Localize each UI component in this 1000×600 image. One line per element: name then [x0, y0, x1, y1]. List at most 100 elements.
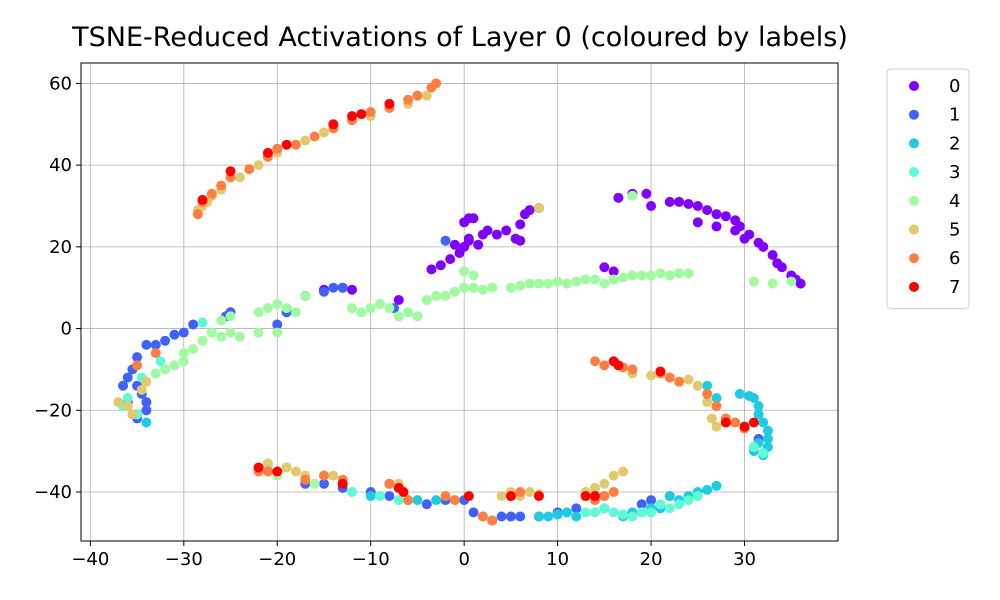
- data-point: [290, 307, 301, 318]
- data-point: [552, 276, 563, 287]
- data-point: [758, 241, 769, 252]
- data-point: [646, 200, 657, 211]
- data-point: [664, 503, 675, 514]
- data-point: [664, 372, 675, 383]
- data-point: [477, 511, 488, 522]
- data-point: [328, 282, 339, 293]
- data-point: [412, 90, 423, 101]
- data-point: [608, 486, 619, 497]
- data-point: [150, 339, 161, 350]
- series-0: [281, 188, 806, 318]
- data-point: [262, 147, 273, 158]
- grid-layer: [81, 63, 838, 541]
- data-point: [431, 290, 442, 301]
- data-point: [206, 327, 217, 338]
- y-tick-label: −20: [34, 400, 72, 421]
- data-point: [571, 503, 582, 514]
- data-point: [641, 188, 652, 199]
- data-point: [197, 194, 208, 205]
- data-point: [795, 278, 806, 289]
- data-point: [197, 335, 208, 346]
- data-point: [524, 486, 535, 497]
- data-point: [365, 107, 376, 118]
- data-point: [599, 478, 610, 489]
- data-point: [234, 172, 245, 183]
- data-point: [468, 213, 479, 224]
- data-point: [136, 384, 147, 395]
- legend-marker: [909, 224, 919, 235]
- data-point: [571, 511, 582, 522]
- data-point: [300, 474, 311, 485]
- data-point: [244, 164, 255, 175]
- data-point: [225, 311, 236, 322]
- data-point: [748, 393, 759, 404]
- data-point: [767, 278, 778, 289]
- data-point: [309, 478, 320, 489]
- data-point: [365, 303, 376, 314]
- data-point: [711, 480, 722, 491]
- data-point: [561, 278, 572, 289]
- data-point: [487, 515, 498, 526]
- data-point: [571, 276, 582, 287]
- data-point: [403, 495, 414, 506]
- data-point: [748, 417, 759, 428]
- data-point: [272, 327, 283, 338]
- x-tick-label: −10: [352, 549, 390, 570]
- data-point: [337, 478, 348, 489]
- data-point: [435, 260, 446, 271]
- data-point: [122, 401, 133, 412]
- data-point: [300, 135, 311, 146]
- legend-marker: [909, 81, 919, 91]
- data-point: [440, 491, 451, 502]
- data-point: [356, 109, 367, 120]
- legend: 0 1 2 3 4 5 6 7: [886, 68, 970, 310]
- data-point: [580, 274, 591, 285]
- data-point: [590, 482, 601, 493]
- data-point: [720, 417, 731, 428]
- data-point: [318, 470, 329, 481]
- data-point: [762, 425, 773, 436]
- x-tick-label: 0: [458, 549, 469, 570]
- data-point: [636, 270, 647, 281]
- chart-title: TSNE-Reduced Activations of Layer 0 (col…: [72, 22, 848, 53]
- data-point: [543, 278, 554, 289]
- data-point: [702, 397, 713, 408]
- data-point: [646, 270, 657, 281]
- data-point: [692, 200, 703, 211]
- data-point: [618, 509, 629, 520]
- data-point: [449, 239, 460, 250]
- data-point: [403, 307, 414, 318]
- data-point: [730, 417, 741, 428]
- x-tick-label: 30: [733, 549, 756, 570]
- data-point: [501, 225, 512, 236]
- data-point: [127, 409, 138, 420]
- data-point: [739, 233, 750, 244]
- data-point: [169, 329, 180, 340]
- data-point: [347, 111, 358, 122]
- data-point: [599, 278, 610, 289]
- data-point: [309, 131, 320, 142]
- data-point: [318, 478, 329, 489]
- data-point: [646, 507, 657, 518]
- data-point: [561, 507, 572, 518]
- data-point: [776, 262, 787, 273]
- data-point: [365, 491, 376, 502]
- data-point: [674, 196, 685, 207]
- x-tick-label: −20: [258, 549, 296, 570]
- legend-marker: [909, 281, 919, 292]
- data-point: [533, 491, 544, 502]
- data-point: [702, 484, 713, 495]
- legend-entry: 0: [909, 76, 960, 97]
- legend-label: 0: [949, 76, 960, 97]
- data-point: [599, 262, 610, 273]
- data-point: [627, 270, 638, 281]
- series-7: [197, 98, 759, 502]
- data-point: [253, 462, 264, 473]
- data-point: [618, 272, 629, 283]
- data-point: [580, 491, 591, 502]
- data-point: [431, 495, 442, 506]
- data-point: [692, 380, 703, 391]
- data-point: [533, 203, 544, 214]
- data-point: [711, 393, 722, 404]
- data-point: [253, 160, 264, 171]
